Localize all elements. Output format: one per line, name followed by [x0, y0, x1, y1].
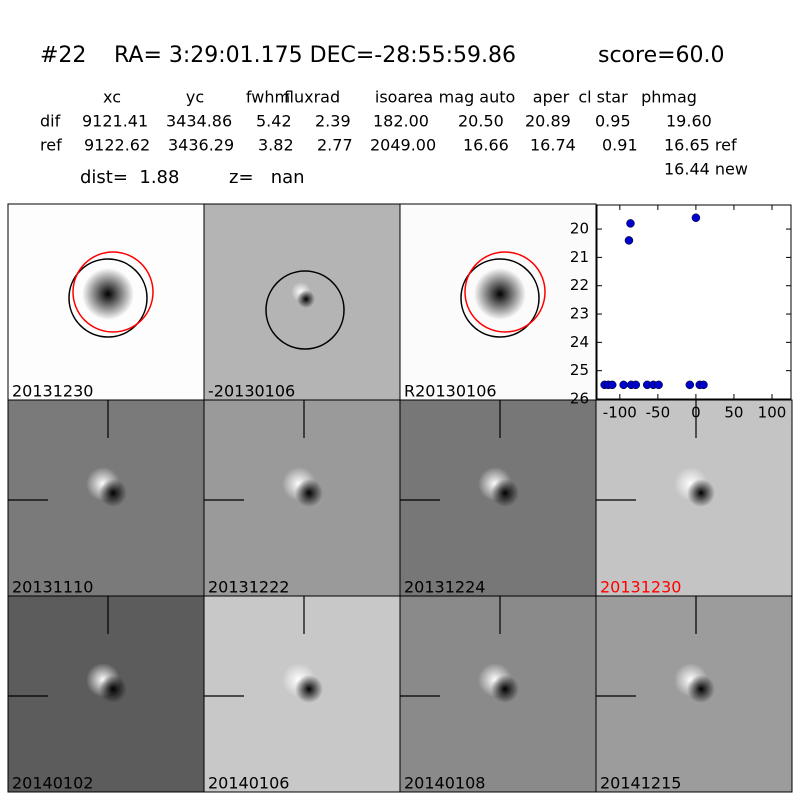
table-cell: 0.95 — [595, 112, 631, 131]
aperture-ref — [68, 258, 148, 338]
column-header: xc — [103, 88, 121, 107]
x-tick-label: 50 — [724, 404, 743, 422]
stamp-label: 20131230 — [600, 578, 681, 597]
y-tick-label: 24 — [570, 333, 589, 351]
y-tick-label: 22 — [570, 276, 589, 294]
stamp-label: 20131222 — [208, 578, 289, 597]
table-cell: 19.60 — [666, 112, 712, 131]
table-cell: 2.77 — [317, 136, 353, 155]
distance: dist= 1.88 — [80, 167, 179, 188]
y-tick-label: 20 — [570, 220, 589, 238]
score: score=60.0 — [598, 43, 725, 68]
column-header: yc — [186, 88, 204, 107]
aperture-new — [72, 251, 154, 333]
point — [624, 236, 634, 245]
column-header: fluxrad — [284, 88, 340, 107]
candidate-id: #22 — [40, 43, 86, 68]
new-mag: 16.44 new — [664, 160, 748, 179]
column-header: aper — [533, 88, 570, 107]
table-cell: 20.50 — [458, 112, 504, 131]
y-tick-label: 25 — [570, 361, 589, 379]
table-cell: 9121.41 — [82, 112, 148, 131]
table-cell: 182.00 — [373, 112, 429, 131]
coordinates: RA= 3:29:01.175 DEC=-28:55:59.86 — [114, 43, 516, 68]
column-header: isoarea — [375, 88, 433, 107]
column-header: mag auto — [439, 88, 516, 107]
point — [607, 380, 617, 390]
source-blob — [82, 268, 134, 320]
y-tick-label: 23 — [570, 305, 589, 323]
x-tick-label: 0 — [691, 404, 701, 422]
stamp-label: 20131110 — [12, 578, 93, 597]
point — [626, 219, 635, 228]
point — [631, 380, 641, 390]
column-header: cl star — [578, 88, 628, 107]
table-cell: 20.89 — [525, 112, 571, 131]
table-cell: 16.74 — [530, 136, 576, 155]
stamp-label: 20140106 — [208, 774, 289, 793]
dipole-black — [687, 675, 715, 703]
dipole-black — [295, 479, 323, 507]
y-tick-label: 21 — [570, 248, 589, 266]
point — [685, 380, 695, 390]
table-cell: 16.65 ref — [664, 136, 737, 155]
table-cell: 3.82 — [258, 136, 294, 155]
table-cell: 16.66 — [463, 136, 509, 155]
dipole-black — [295, 675, 323, 703]
dipole-black — [491, 675, 519, 703]
source-blob — [474, 268, 526, 320]
stamp-label: 20140102 — [12, 774, 93, 793]
dipole-black — [491, 479, 519, 507]
stamp-label: R20130106 — [404, 382, 497, 401]
column-header: phmag — [641, 88, 697, 107]
dipole-black — [99, 479, 127, 507]
table-cell: 2.39 — [315, 112, 351, 131]
table-cell: 3434.86 — [166, 112, 232, 131]
dipole-black — [99, 675, 127, 703]
aperture — [265, 270, 345, 350]
x-tick-label: 100 — [758, 404, 787, 422]
aperture-ref — [460, 258, 540, 338]
table-cell: 2049.00 — [370, 136, 436, 155]
stamp-label: 20131230 — [12, 382, 93, 401]
table-cell: 3436.29 — [168, 136, 234, 155]
plot-area — [596, 204, 792, 400]
y-tick-label: 26 — [570, 390, 589, 408]
row-label: ref — [40, 136, 62, 155]
point — [691, 213, 701, 222]
x-tick-label: -100 — [603, 404, 637, 422]
point — [654, 380, 663, 390]
table-cell: 9122.62 — [84, 136, 150, 155]
table-cell: 0.91 — [602, 136, 638, 155]
point — [699, 380, 708, 390]
row-label: dif — [40, 112, 61, 131]
dipole-black — [297, 290, 315, 308]
dipole-black — [687, 479, 715, 507]
stamp-frame — [595, 595, 793, 793]
stamp-label: 20140108 — [404, 774, 485, 793]
table-cell: 5.42 — [256, 112, 292, 131]
point — [619, 380, 628, 390]
stamp-label: 20131224 — [404, 578, 485, 597]
redshift: z= nan — [229, 167, 305, 188]
stamp-label: -20130106 — [208, 382, 295, 401]
x-tick-label: -50 — [646, 404, 671, 422]
column-header: fwhm — [246, 88, 290, 107]
aperture-new — [464, 251, 546, 333]
stamp-label: 20141215 — [600, 774, 681, 793]
